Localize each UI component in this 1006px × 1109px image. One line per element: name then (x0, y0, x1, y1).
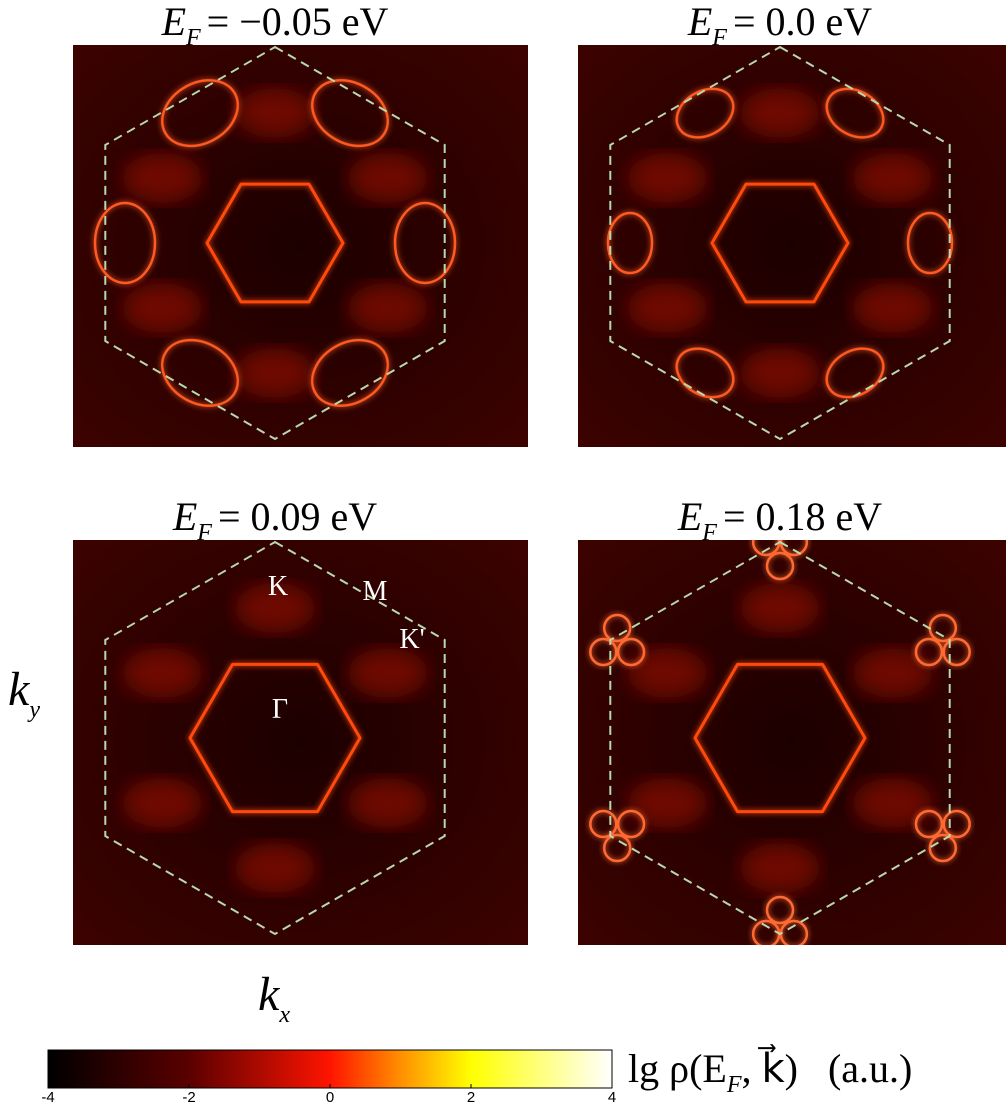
fermi-pocket (93, 201, 157, 285)
colorbar (47, 1049, 613, 1089)
title-text: = −0.05 eV (207, 0, 389, 44)
title-symbol: E (161, 0, 186, 44)
density-blob (347, 778, 428, 828)
fermi-pocket (161, 338, 239, 407)
panel-title: EF = 0.18 eV (677, 494, 882, 546)
density-blob (235, 583, 315, 633)
fermi-pocket (393, 201, 457, 285)
title-symbol: E (172, 494, 197, 539)
fermi-pocket (602, 613, 632, 643)
fermi-pocket (914, 809, 944, 839)
title-text: = 0.0 eV (733, 0, 872, 44)
density-blob (235, 843, 315, 893)
point-label: K' (399, 624, 424, 655)
fermi-pocket (311, 338, 389, 407)
colorbar-tick-label: -4 (41, 1089, 54, 1104)
title-subscript: F (711, 25, 727, 51)
colorbar-tick-label: -2 (182, 1089, 195, 1104)
fermi-pocket (675, 87, 735, 139)
panel (578, 540, 1006, 945)
density-blob (235, 88, 315, 138)
density-blob (122, 648, 203, 698)
density-blob (627, 283, 708, 333)
fermi-pocket (589, 637, 618, 667)
density-blob (347, 283, 428, 333)
density-blob (235, 348, 315, 398)
fermi-pocket (616, 809, 646, 839)
density-blob (852, 153, 933, 203)
colorbar-label: lg ρ(EF, k⃗) (a.u.) (628, 1044, 912, 1098)
fermi-pocket (942, 809, 971, 839)
density-blob (627, 778, 708, 828)
colorbar-tick-label: 4 (608, 1089, 616, 1104)
density-blob (740, 88, 820, 138)
density-blob (740, 348, 820, 398)
panel (73, 45, 528, 447)
x-axis-label: kx (258, 968, 290, 1028)
density-blob (122, 778, 203, 828)
colorbar-tick-label: 0 (326, 1089, 334, 1104)
point-label: M (363, 576, 388, 607)
panel (73, 540, 528, 945)
fermi-pocket (311, 79, 389, 148)
title-symbol: E (687, 0, 712, 44)
fermi-pocket (616, 637, 646, 667)
density-blob (347, 648, 428, 698)
fermi-pocket (589, 809, 618, 839)
fermi-pocket (765, 895, 795, 925)
fermi-surface (710, 182, 850, 304)
panel (578, 45, 1006, 447)
density-blob (740, 583, 820, 633)
fermi-pocket (675, 347, 735, 399)
panel-title: EF = 0.09 eV (172, 494, 377, 546)
fermi-pocket (765, 551, 795, 581)
fermi-pocket (161, 79, 239, 148)
density-blob (852, 283, 933, 333)
brillouin-zone (609, 45, 951, 441)
density-blob (852, 648, 933, 698)
title-symbol: E (677, 494, 702, 539)
fermi-pocket (906, 211, 954, 275)
fermi-pocket (942, 637, 971, 667)
title-text: = 0.09 eV (218, 494, 377, 539)
brillouin-zone (104, 540, 446, 936)
fermi-pocket (928, 833, 958, 863)
density-blob (122, 153, 203, 203)
title-subscript: F (185, 25, 201, 51)
title-subscript: F (701, 520, 717, 546)
title-text: = 0.18 eV (723, 494, 882, 539)
fermi-pocket (825, 347, 885, 399)
point-label: Γ (272, 694, 288, 725)
brillouin-zone (609, 540, 951, 936)
panel-title: EF = 0.0 eV (687, 0, 872, 51)
colorbar-tick-label: 2 (467, 1089, 475, 1104)
density-blob (740, 843, 820, 893)
title-subscript: F (196, 520, 212, 546)
density-blob (122, 283, 203, 333)
fermi-pocket (914, 637, 944, 667)
density-blob (852, 778, 933, 828)
fermi-surface (205, 182, 345, 304)
fermi-surface (693, 662, 867, 814)
fermi-surface (188, 662, 362, 814)
panel-title: EF = −0.05 eV (161, 0, 389, 51)
density-blob (627, 153, 708, 203)
point-label: K (268, 571, 288, 602)
y-axis-label: ky (8, 663, 40, 723)
density-blob (347, 153, 428, 203)
fermi-pocket (602, 833, 632, 863)
density-blob (627, 648, 708, 698)
colorbar-ticks: -4 -2 0 2 4 (41, 1084, 616, 1106)
fermi-pocket (825, 87, 885, 139)
brillouin-zone (104, 45, 446, 441)
fermi-pocket (606, 211, 654, 275)
